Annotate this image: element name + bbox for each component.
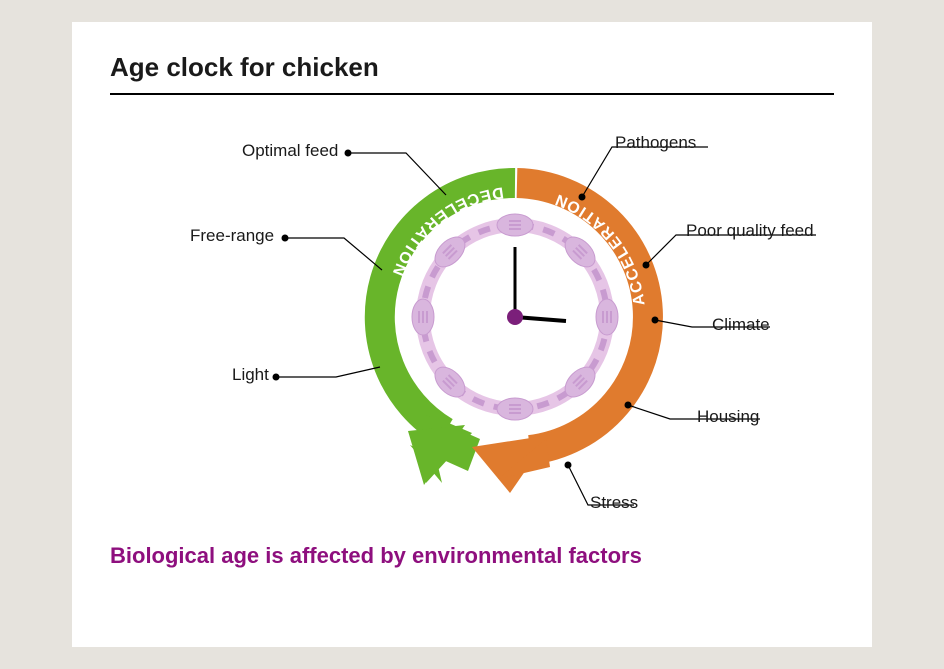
factor-climate: Climate <box>712 315 770 335</box>
leader-line <box>276 367 380 377</box>
factor-free-range: Free-range <box>190 226 274 246</box>
factor-light: Light <box>232 365 269 385</box>
factor-poor-quality-feed: Poor quality feed <box>686 221 814 241</box>
factor-optimal-feed: Optimal feed <box>242 141 338 161</box>
factor-stress: Stress <box>590 493 638 513</box>
clock-hands <box>507 247 566 325</box>
leader-line <box>285 238 382 270</box>
card: Age clock for chicken <box>72 22 872 647</box>
caption: Biological age is affected by environmen… <box>110 543 834 569</box>
page-title: Age clock for chicken <box>110 52 834 95</box>
leader-line <box>348 153 446 195</box>
leader-line <box>582 147 708 197</box>
clock-diagram: DECELERATION ACCELERATION <box>110 95 834 535</box>
factor-pathogens: Pathogens <box>615 133 696 153</box>
factor-housing: Housing <box>697 407 759 427</box>
